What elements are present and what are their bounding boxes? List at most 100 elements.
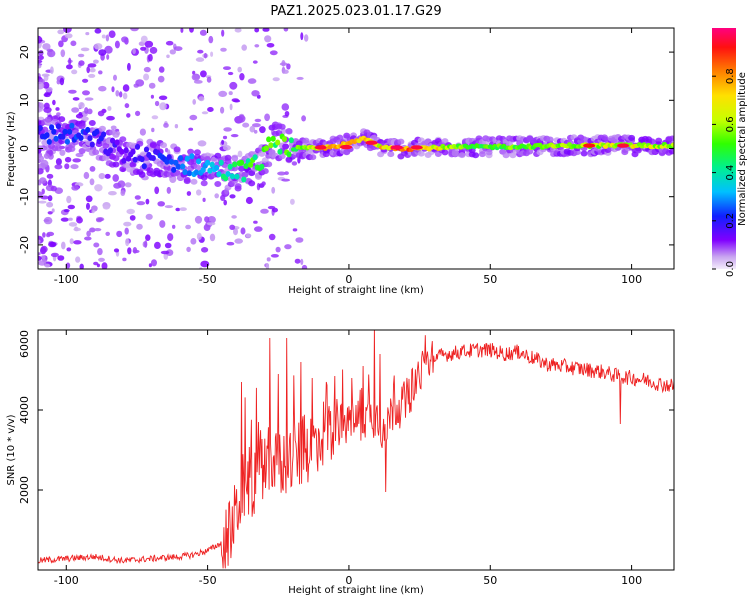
- noise-blob: [38, 59, 43, 64]
- noise-blob: [38, 55, 44, 61]
- noise-blob: [98, 49, 107, 56]
- noise-blob: [113, 74, 117, 81]
- y-tick-label: -20: [18, 236, 31, 254]
- noise-blob: [160, 250, 170, 255]
- noise-blob: [154, 241, 161, 249]
- noise-blob: [254, 118, 262, 123]
- noise-blob: [120, 190, 126, 196]
- ridge-point: [205, 159, 211, 166]
- noise-blob: [113, 248, 120, 253]
- spectrogram-x-label: Height of straight line (km): [288, 285, 424, 296]
- noise-blob: [116, 230, 123, 238]
- noise-blob: [223, 66, 231, 70]
- noise-blob: [134, 195, 141, 200]
- noise-blob: [98, 173, 106, 180]
- noise-blob: [102, 205, 110, 210]
- noise-blob: [254, 28, 260, 33]
- noise-blob: [188, 127, 194, 131]
- noise-blob: [42, 232, 46, 238]
- noise-blob: [68, 57, 72, 66]
- noise-blob: [124, 103, 130, 109]
- ridge-point: [214, 164, 220, 171]
- noise-blob: [284, 171, 289, 176]
- noise-blob: [252, 123, 261, 128]
- ridge-point: [101, 131, 107, 138]
- ridge-point: [121, 157, 127, 164]
- noise-blob: [166, 54, 170, 59]
- noise-blob: [38, 155, 44, 163]
- noise-blob: [59, 149, 66, 156]
- ridge-halo: [214, 181, 222, 187]
- noise-blob: [252, 60, 258, 64]
- noise-blob: [38, 255, 42, 261]
- ridge-point: [234, 173, 240, 180]
- noise-blob: [88, 73, 96, 78]
- ridge-halo: [309, 154, 317, 161]
- y-tick-label: 6000: [18, 330, 31, 358]
- ridge-point: [216, 171, 222, 178]
- noise-blob: [271, 186, 276, 194]
- noise-blob: [290, 198, 295, 205]
- ridge-point: [266, 136, 272, 143]
- noise-blob: [38, 200, 47, 204]
- noise-blob: [245, 233, 252, 238]
- ridge-halo: [183, 176, 191, 183]
- spectral-peak: [340, 144, 353, 150]
- noise-blob: [66, 64, 73, 70]
- ridge-point: [150, 155, 156, 162]
- colorbar-scale: [712, 28, 736, 269]
- ridge-halo: [173, 146, 181, 153]
- noise-blob: [265, 263, 270, 269]
- noise-blob: [282, 69, 289, 74]
- spectrogram-marks: [38, 28, 674, 269]
- noise-blob: [123, 221, 132, 227]
- ridge-point: [670, 142, 674, 147]
- noise-blob: [198, 96, 205, 102]
- noise-blob: [167, 233, 174, 242]
- ridge-point: [78, 135, 84, 141]
- noise-blob: [242, 122, 250, 128]
- noise-blob: [220, 106, 225, 114]
- ridge-halo: [397, 138, 405, 145]
- noise-blob: [44, 263, 51, 268]
- noise-blob: [61, 241, 66, 250]
- ridge-point: [89, 141, 95, 148]
- noise-blob: [192, 99, 196, 105]
- noise-blob: [229, 81, 238, 90]
- spectral-peak: [410, 145, 423, 150]
- ridge-halo: [200, 180, 208, 187]
- noise-blob: [71, 185, 80, 191]
- x-tick-label: -100: [54, 273, 79, 286]
- ridge-halo: [458, 152, 466, 159]
- ridge-point: [132, 156, 138, 163]
- ridge-halo: [261, 168, 269, 175]
- noise-blob: [68, 89, 77, 94]
- noise-blob: [42, 43, 51, 50]
- noise-blob: [239, 73, 245, 81]
- noise-blob: [210, 51, 214, 57]
- ridge-point: [67, 128, 73, 135]
- noise-blob: [66, 195, 72, 204]
- ridge-halo: [102, 154, 110, 161]
- noise-blob: [295, 237, 304, 243]
- noise-blob: [54, 164, 63, 170]
- noise-blob: [234, 28, 242, 33]
- ridge-halo: [38, 147, 42, 154]
- ridge-point: [270, 135, 276, 142]
- noise-blob: [264, 35, 272, 43]
- noise-blob: [253, 220, 258, 224]
- noise-blob: [135, 79, 145, 87]
- noise-blob: [193, 80, 203, 84]
- noise-blob: [119, 91, 123, 98]
- noise-blob: [158, 66, 165, 73]
- ridge-point: [139, 156, 145, 163]
- chart-title: PAZ1.2025.023.01.17.G29: [270, 4, 441, 19]
- ridge-halo: [472, 152, 480, 159]
- ridge-point: [227, 163, 233, 170]
- ridge-halo: [580, 150, 588, 157]
- snr-series-line: [38, 330, 674, 569]
- noise-blob: [204, 216, 210, 223]
- ridge-point: [281, 136, 288, 142]
